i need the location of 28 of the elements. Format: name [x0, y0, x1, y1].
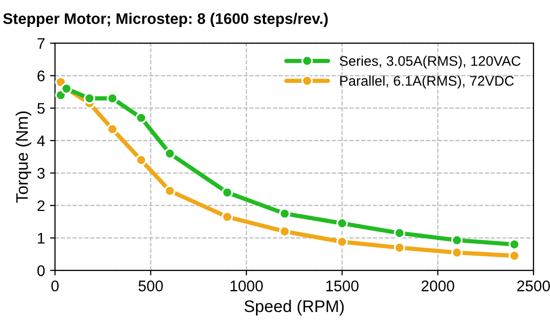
y-tick-label: 7 [38, 38, 45, 49]
point [84, 92, 96, 104]
point [106, 124, 118, 135]
x-tick-label: 1500 [326, 280, 358, 292]
y-axis-title: Torque (Nm) [16, 112, 32, 203]
y-tick-label: 6 [38, 70, 45, 82]
x-tick-label: 2000 [422, 280, 454, 292]
x-tick-label: 2500 [517, 280, 550, 292]
y-tick-label: 3 [37, 168, 45, 179]
y-tick-label: 0 [37, 265, 45, 276]
y-tick-label: 4 [37, 136, 45, 146]
x-axis-title: Speed (RPM) [244, 300, 344, 316]
y-tick-label: 2 [38, 200, 45, 212]
point [135, 154, 147, 166]
point [336, 236, 348, 248]
y-tick-label: 1 [38, 232, 45, 244]
chart-title: Stepper Motor; Microstep: 8 (1600 steps/rev.) [3, 12, 328, 28]
point [164, 148, 176, 160]
point [336, 218, 348, 230]
legend-label: Parallel, 6.1A(RMS), 72VDC [340, 76, 514, 89]
y-tick-label: 5 [37, 103, 45, 114]
x-tick-label: 500 [138, 280, 163, 292]
x-tick-label: 0 [51, 280, 59, 292]
legend-label: Series, 3.05A(RMS), 120VAC [340, 56, 520, 69]
x-tick-label: 1000 [230, 280, 263, 292]
point [135, 112, 147, 124]
point [451, 234, 463, 246]
point [106, 92, 118, 104]
